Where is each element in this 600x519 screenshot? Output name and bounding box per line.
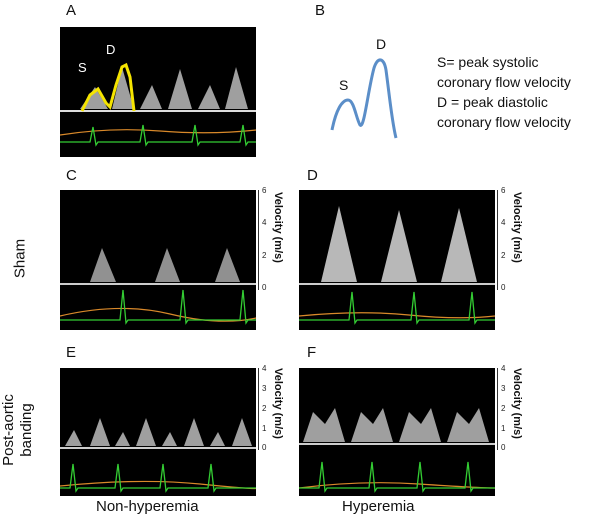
- tick-d-6: 6: [501, 186, 506, 195]
- schematic-label-d: D: [376, 36, 387, 52]
- axis-f: [497, 368, 498, 450]
- row-label-banding: Post-aortic banding: [0, 394, 35, 466]
- panel-label-c: C: [66, 167, 77, 184]
- wave-label-d: D: [106, 42, 116, 57]
- tick-e-3: 3: [262, 384, 267, 393]
- doppler-image-a: [60, 62, 256, 147]
- legend-line-2: coronary flow velocity: [437, 74, 571, 90]
- panel-label-e: E: [66, 344, 77, 361]
- velocity-label-e: Velocity (m/s): [272, 368, 284, 439]
- tick-c-0: 0: [262, 283, 267, 292]
- panel-label-b: B: [315, 2, 326, 19]
- doppler-panel-f: [299, 368, 495, 496]
- doppler-panel-a: S D: [60, 27, 256, 157]
- panel-label-a: A: [66, 2, 77, 19]
- schematic-label-s: S: [339, 77, 349, 93]
- doppler-panel-c: [60, 190, 256, 330]
- tick-f-2: 2: [501, 404, 506, 413]
- row-label-sham: Sham: [11, 238, 29, 279]
- tick-d-2: 2: [501, 251, 506, 260]
- column-label-non-hyperemia: Non-hyperemia: [96, 498, 199, 515]
- sd-trace: [80, 62, 136, 112]
- velocity-label-c: Velocity (m/s): [272, 192, 284, 263]
- wave-label-s: S: [78, 60, 87, 75]
- doppler-panel-d: [299, 190, 495, 330]
- tick-e-0: 0: [262, 443, 267, 452]
- tick-c-2: 2: [262, 251, 267, 260]
- legend-line-3: D = peak diastolic: [437, 94, 548, 110]
- tick-e-2: 2: [262, 404, 267, 413]
- legend-line-4: coronary flow velocity: [437, 114, 571, 130]
- axis-c: [258, 190, 259, 290]
- doppler-image-f: [299, 408, 495, 493]
- tick-d-4: 4: [501, 218, 506, 227]
- doppler-image-e: [60, 418, 256, 493]
- panel-label-d: D: [307, 167, 318, 184]
- tick-f-3: 3: [501, 384, 506, 393]
- column-label-hyperemia: Hyperemia: [342, 498, 415, 515]
- tick-e-4: 4: [262, 364, 267, 373]
- tick-f-0: 0: [501, 443, 506, 452]
- doppler-panel-e: [60, 368, 256, 496]
- velocity-label-d: Velocity (m/s): [511, 192, 523, 263]
- ecg-trace: [60, 124, 256, 147]
- doppler-image-c: [60, 248, 256, 325]
- schematic-waveform: [330, 58, 398, 139]
- tick-c-4: 4: [262, 218, 267, 227]
- legend: S= peak systolic coronary flow velocity …: [437, 52, 571, 132]
- tick-d-0: 0: [501, 283, 506, 292]
- tick-f-1: 1: [501, 424, 506, 433]
- axis-e: [258, 368, 259, 450]
- velocity-label-f: Velocity (m/s): [511, 368, 523, 439]
- doppler-image-d: [299, 206, 495, 325]
- tick-f-4: 4: [501, 364, 506, 373]
- tick-c-6: 6: [262, 186, 267, 195]
- legend-line-1: S= peak systolic: [437, 54, 539, 70]
- axis-d: [497, 190, 498, 290]
- tick-e-1: 1: [262, 424, 267, 433]
- orange-trace: [60, 129, 256, 136]
- panel-label-f: F: [307, 344, 317, 361]
